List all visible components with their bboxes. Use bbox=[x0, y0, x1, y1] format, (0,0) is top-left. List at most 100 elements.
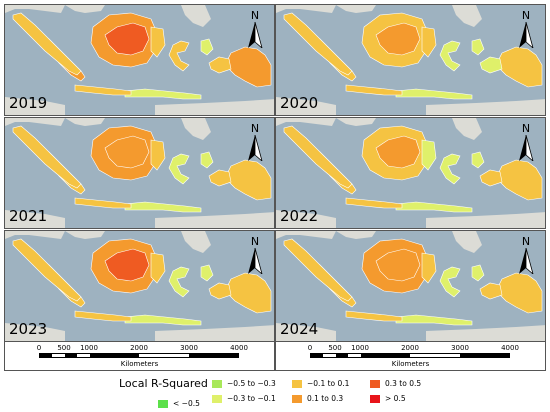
north-arrow: N bbox=[515, 123, 537, 161]
region-papua-west bbox=[479, 169, 503, 187]
year-label: 2021 bbox=[9, 207, 48, 225]
scale-tick-label: 1000 bbox=[351, 344, 369, 352]
context-land bbox=[65, 231, 105, 239]
scale-segment bbox=[77, 354, 90, 357]
legend-label: 0.1 to 0.3 bbox=[307, 394, 344, 403]
north-letter: N bbox=[521, 235, 531, 248]
scale-segment bbox=[311, 354, 324, 357]
scale-tick-label: 500 bbox=[328, 344, 342, 352]
context-land bbox=[426, 99, 545, 115]
legend-item-neg05-neg03: −0.5 to −0.3 bbox=[212, 379, 276, 388]
region-kalimantan-core bbox=[104, 22, 150, 56]
scale-tick-label: 500 bbox=[57, 344, 71, 352]
north-letter: N bbox=[250, 122, 260, 135]
north-arrow-icon bbox=[248, 22, 263, 48]
context-land bbox=[181, 118, 211, 140]
legend-label: > 0.5 bbox=[385, 394, 406, 403]
region-kalimantan-east bbox=[150, 252, 166, 284]
region-nusa bbox=[124, 88, 202, 100]
legend-swatch bbox=[292, 379, 302, 388]
year-label: 2020 bbox=[280, 94, 319, 112]
region-java bbox=[345, 310, 403, 322]
map-svg bbox=[5, 5, 274, 115]
context-land bbox=[452, 231, 482, 253]
context-land bbox=[5, 5, 65, 13]
region-sulawesi bbox=[439, 266, 461, 298]
north-letter: N bbox=[521, 9, 531, 22]
region-kalimantan-core bbox=[375, 248, 421, 282]
region-kalimantan-east bbox=[421, 252, 437, 284]
context-land bbox=[181, 5, 211, 27]
north-letter: N bbox=[521, 122, 531, 135]
legend-label: −0.3 to −0.1 bbox=[227, 394, 276, 403]
map-svg bbox=[276, 5, 545, 115]
region-papua-west bbox=[208, 56, 232, 74]
north-arrow: N bbox=[244, 123, 266, 161]
context-land bbox=[276, 118, 336, 126]
region-papua-west bbox=[479, 56, 503, 74]
context-land bbox=[276, 231, 336, 239]
legend-item-neg03-neg01: −0.3 to −0.1 bbox=[212, 394, 276, 403]
region-sulawesi bbox=[168, 40, 190, 72]
region-kalimantan-east bbox=[150, 139, 166, 171]
scale-tick-label: 4000 bbox=[230, 344, 248, 352]
legend-label: −0.1 to 0.1 bbox=[307, 379, 350, 388]
legend-item-lt-neg05: < −0.5 bbox=[158, 399, 200, 408]
context-land bbox=[5, 231, 65, 239]
region-papua bbox=[495, 159, 543, 201]
map-svg bbox=[5, 231, 274, 341]
context-land bbox=[426, 212, 545, 228]
map-panel-2020: 2020 N bbox=[275, 4, 546, 116]
region-papua bbox=[224, 46, 272, 88]
legend-title: Local R-Squared bbox=[119, 377, 208, 390]
legend-swatch bbox=[292, 394, 302, 403]
context-land bbox=[276, 210, 336, 228]
scale-tick-label: 0 bbox=[307, 344, 313, 352]
region-nusa bbox=[395, 88, 473, 100]
map-panel-2019: 2019 N bbox=[4, 4, 275, 116]
region-kalimantan-core bbox=[104, 248, 150, 282]
region-papua-west bbox=[208, 282, 232, 300]
map-svg bbox=[276, 231, 545, 341]
context-land bbox=[155, 99, 274, 115]
north-arrow-icon bbox=[248, 248, 263, 274]
legend-swatch bbox=[212, 379, 222, 388]
north-arrow: N bbox=[244, 236, 266, 274]
map-panel-2021: 2021 N bbox=[4, 117, 275, 229]
north-arrow-icon bbox=[519, 22, 534, 48]
region-papua bbox=[224, 272, 272, 314]
region-nusa bbox=[124, 201, 202, 213]
scale-bar-graphic bbox=[39, 353, 239, 358]
context-land bbox=[155, 212, 274, 228]
scale-tick-label: 0 bbox=[36, 344, 42, 352]
north-arrow-icon bbox=[519, 135, 534, 161]
region-nusa bbox=[395, 201, 473, 213]
region-kalimantan-core bbox=[375, 135, 421, 169]
region-sulawesi bbox=[439, 40, 461, 72]
legend-label: 0.3 to 0.5 bbox=[385, 379, 422, 388]
north-arrow-icon bbox=[248, 135, 263, 161]
region-java bbox=[345, 197, 403, 209]
region-papua bbox=[495, 272, 543, 314]
scale-tick-label: 3000 bbox=[180, 344, 198, 352]
year-label: 2019 bbox=[9, 94, 48, 112]
context-land bbox=[452, 118, 482, 140]
scale-tick-label: 3000 bbox=[451, 344, 469, 352]
region-papua-west bbox=[479, 282, 503, 300]
context-land bbox=[5, 118, 65, 126]
scale-segment bbox=[139, 354, 189, 357]
region-kalimantan-core bbox=[375, 22, 421, 56]
context-land bbox=[426, 325, 545, 341]
region-maluku bbox=[471, 38, 485, 56]
context-land bbox=[276, 97, 336, 115]
legend-swatch bbox=[370, 394, 380, 403]
legend-item-gt-05: > 0.5 bbox=[370, 394, 406, 403]
map-panel-2022: 2022 N bbox=[275, 117, 546, 229]
legend-swatch bbox=[158, 399, 168, 408]
region-maluku bbox=[200, 264, 214, 282]
context-land bbox=[336, 118, 376, 126]
region-sulawesi bbox=[439, 153, 461, 185]
scale-segment bbox=[89, 354, 139, 357]
north-arrow: N bbox=[515, 10, 537, 48]
scale-segment bbox=[348, 354, 361, 357]
